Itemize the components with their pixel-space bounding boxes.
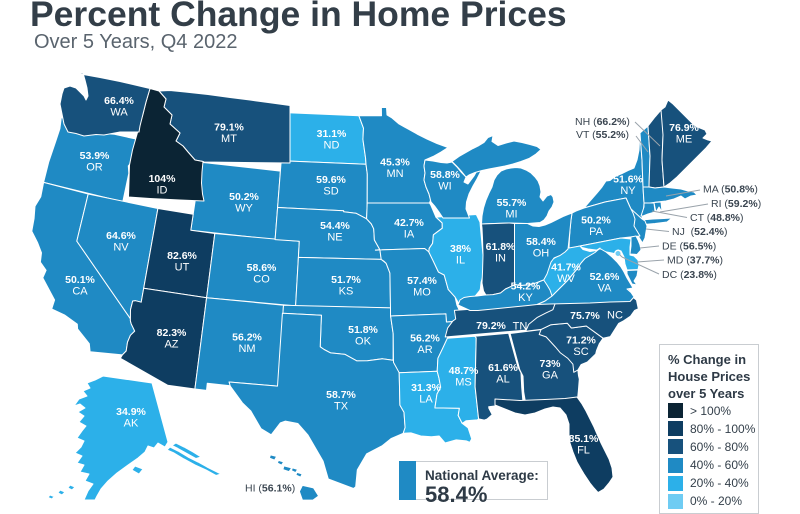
svg-text:38%: 38% (450, 243, 472, 255)
svg-text:61.6%: 61.6% (488, 362, 518, 374)
svg-text:PA: PA (589, 226, 604, 238)
svg-text:OR: OR (86, 161, 103, 173)
svg-text:HI (56.1%): HI (56.1%) (245, 483, 295, 495)
svg-text:31.3%: 31.3% (411, 382, 441, 394)
svg-text:MA (50.8%): MA (50.8%) (703, 184, 758, 196)
svg-text:LA: LA (419, 393, 433, 405)
svg-text:KY: KY (518, 292, 533, 304)
svg-text:71.2%: 71.2% (566, 334, 596, 346)
svg-text:ME: ME (676, 133, 693, 145)
svg-text:OH: OH (533, 247, 550, 259)
svg-text:54.2%: 54.2% (511, 280, 541, 292)
svg-text:58.6%: 58.6% (247, 262, 277, 274)
svg-text:CT (48.8%): CT (48.8%) (690, 212, 744, 224)
svg-text:79.2%: 79.2% (476, 320, 506, 332)
svg-text:RI (59.2%): RI (59.2%) (711, 198, 761, 210)
svg-text:85.1%: 85.1% (569, 433, 599, 445)
svg-text:VA: VA (598, 282, 613, 294)
svg-text:MS: MS (455, 376, 472, 388)
svg-text:41.7%: 41.7% (551, 261, 581, 273)
svg-text:WA: WA (110, 106, 128, 118)
svg-text:50.2%: 50.2% (581, 214, 611, 226)
svg-text:56.2%: 56.2% (232, 331, 262, 343)
svg-text:56.2%: 56.2% (410, 332, 440, 344)
svg-text:53.9%: 53.9% (80, 150, 110, 162)
svg-text:KS: KS (339, 285, 354, 297)
svg-text:61.8%: 61.8% (486, 241, 516, 253)
svg-text:75.7%: 75.7% (570, 310, 600, 322)
svg-text:76.9%: 76.9% (669, 122, 699, 134)
svg-text:AZ: AZ (164, 338, 178, 350)
svg-text:WV: WV (557, 273, 575, 285)
svg-text:66.4%: 66.4% (104, 95, 134, 107)
svg-text:NJ (52.4%): NJ (52.4%) (672, 226, 727, 238)
svg-text:MD (37.7%): MD (37.7%) (667, 255, 723, 267)
svg-text:58.8%: 58.8% (430, 169, 460, 181)
svg-text:59.6%: 59.6% (316, 174, 346, 186)
svg-text:NE: NE (327, 231, 342, 243)
svg-text:OK: OK (355, 335, 372, 347)
svg-text:ID: ID (157, 184, 168, 196)
svg-text:57.4%: 57.4% (407, 275, 437, 287)
svg-text:51.8%: 51.8% (348, 324, 378, 336)
svg-text:WY: WY (235, 202, 253, 214)
svg-text:DC (23.8%): DC (23.8%) (662, 269, 717, 281)
svg-text:NM: NM (238, 343, 255, 355)
svg-text:VT (55.2%): VT (55.2%) (576, 129, 629, 141)
svg-text:NC: NC (607, 310, 623, 322)
svg-text:SC: SC (573, 346, 588, 358)
svg-text:51.6%: 51.6% (613, 173, 643, 185)
svg-text:TN: TN (513, 320, 528, 332)
svg-text:58.4%: 58.4% (526, 236, 556, 248)
svg-text:48.7%: 48.7% (449, 365, 479, 377)
svg-text:52.6%: 52.6% (590, 271, 620, 283)
svg-text:MI: MI (505, 208, 517, 220)
svg-text:MO: MO (413, 286, 431, 298)
svg-text:CO: CO (253, 273, 270, 285)
svg-text:TX: TX (334, 400, 349, 412)
svg-text:73%: 73% (539, 358, 561, 370)
svg-text:ND: ND (324, 139, 340, 151)
svg-text:82.3%: 82.3% (157, 327, 187, 339)
svg-text:58.7%: 58.7% (326, 389, 356, 401)
svg-text:GA: GA (542, 369, 559, 381)
svg-text:NV: NV (113, 241, 129, 253)
svg-text:54.4%: 54.4% (320, 220, 350, 232)
svg-text:50.1%: 50.1% (65, 274, 95, 286)
svg-text:NH (66.2%): NH (66.2%) (575, 116, 630, 128)
svg-text:NY: NY (620, 185, 636, 197)
svg-text:MT: MT (221, 133, 237, 145)
svg-text:MN: MN (386, 168, 403, 180)
svg-text:50.2%: 50.2% (229, 191, 259, 203)
svg-text:AR: AR (417, 344, 432, 356)
svg-text:45.3%: 45.3% (380, 156, 410, 168)
svg-text:CA: CA (72, 285, 88, 297)
svg-text:64.6%: 64.6% (106, 230, 136, 242)
svg-text:79.1%: 79.1% (214, 121, 244, 133)
svg-text:UT: UT (175, 261, 190, 273)
svg-text:IA: IA (404, 228, 415, 240)
svg-text:42.7%: 42.7% (394, 217, 424, 229)
svg-text:82.6%: 82.6% (167, 250, 197, 262)
svg-text:SD: SD (323, 185, 338, 197)
svg-text:WI: WI (438, 181, 451, 193)
svg-text:104%: 104% (149, 173, 177, 185)
svg-text:31.1%: 31.1% (317, 128, 347, 140)
svg-text:55.7%: 55.7% (497, 197, 527, 209)
svg-text:IN: IN (495, 252, 506, 264)
svg-text:AK: AK (124, 417, 139, 429)
svg-text:DE (56.5%): DE (56.5%) (662, 240, 716, 252)
svg-text:FL: FL (577, 444, 590, 456)
svg-text:AL: AL (496, 373, 509, 385)
svg-text:IL: IL (456, 254, 465, 266)
svg-text:51.7%: 51.7% (331, 274, 361, 286)
svg-text:34.9%: 34.9% (116, 406, 146, 418)
